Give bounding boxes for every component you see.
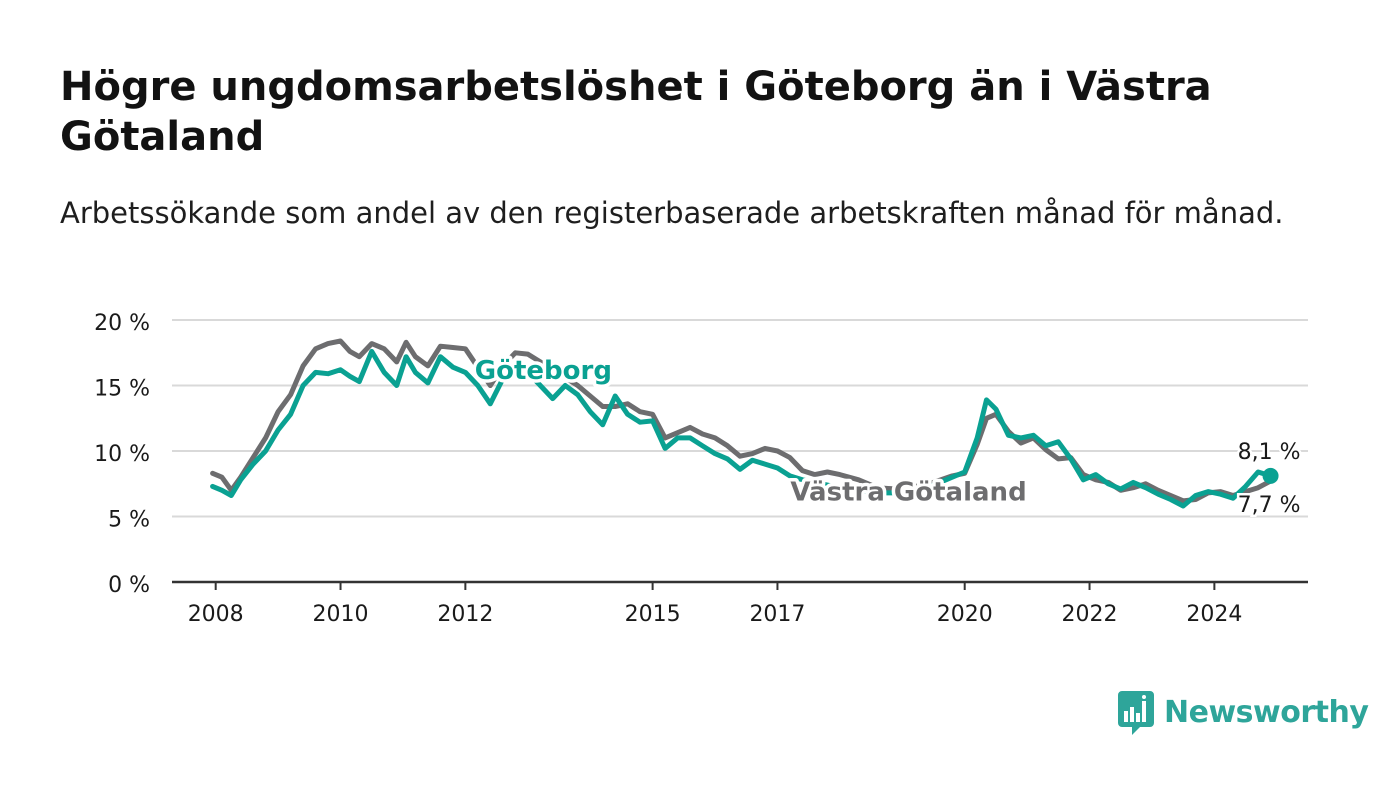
newsworthy-logo: Newsworthy [1118,688,1369,736]
x-tick-label: 2015 [625,602,681,627]
y-tick-label: 20 % [94,311,150,336]
end-label-goteborg: 8,1 % [1238,440,1301,465]
end-point-goteborg [1262,467,1279,484]
x-tick-label: 2008 [188,602,244,627]
series-line-goteborg [210,348,1273,509]
y-tick-label: 0 % [108,573,150,598]
brand-name: Newsworthy [1164,694,1369,730]
x-tick-label: 2017 [749,602,805,627]
line-chart: 0 %5 %10 %15 %20 % 2008 2010 2012 2015 2017 2… [94,311,1308,627]
x-tick-label: 2020 [937,602,993,627]
x-tick-label: 2012 [437,602,493,627]
chart-subtitle: Arbetssökande som andel av den registerb… [60,196,1284,230]
series-labels: 8,1 % 7,7 % Göteborg Västra Götaland [471,352,1303,520]
bar-chart-speech-bubble-icon [1118,691,1154,735]
end-label-vastra-gotaland: 7,7 % [1238,493,1301,518]
series-label-goteborg: Göteborg [475,356,612,386]
grid-lines [172,319,1308,584]
y-tick-label: 15 % [94,377,150,402]
x-tick-label: 2010 [313,602,369,627]
series-label-vastra-gotaland: Västra Götaland [790,478,1026,508]
y-axis-ticks: 0 % 5 % 10 % 15 % 20 % [94,311,150,598]
x-tick-label: 2024 [1186,602,1242,627]
y-tick-label: 10 % [94,442,150,467]
y-tick-label: 5 % [108,508,150,533]
series-lines [210,338,1279,509]
x-tick-label: 2022 [1062,602,1118,627]
series-line-vastra-gotaland [210,338,1273,504]
chart-title: Högre ungdomsarbetslöshet i Göteborg än … [60,64,1212,160]
x-axis-ticks: 2008 2010 2012 2015 2017 2020 2022 2024 [188,582,1242,627]
